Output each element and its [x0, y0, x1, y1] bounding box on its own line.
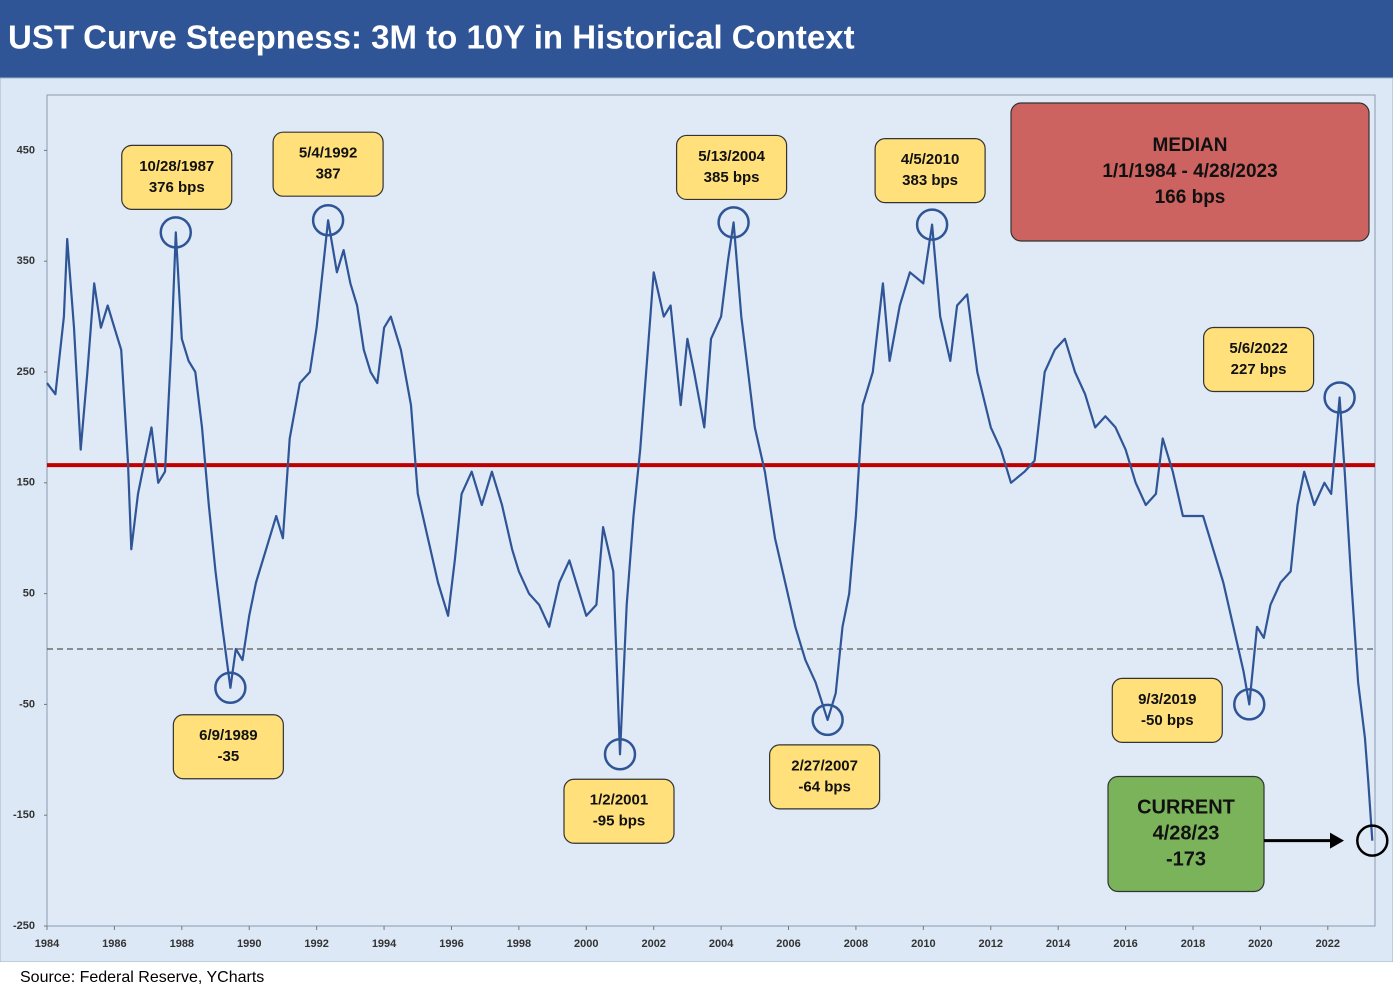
current-box-text: -173: [1166, 848, 1206, 870]
median-box-text: MEDIAN: [1153, 135, 1228, 156]
source: Source: Federal Reserve, YCharts: [20, 969, 264, 986]
annotation-circle: [915, 208, 949, 241]
annotation-box-text: 9/3/2019: [1138, 691, 1196, 708]
current-circle: [1356, 824, 1389, 857]
annotation-circle: [603, 738, 637, 771]
annotation-box: [563, 778, 675, 844]
y-tick-label: -50: [19, 698, 35, 710]
annotation-box-text: -64 bps: [798, 778, 851, 795]
annotation-box-text: 385 bps: [704, 169, 760, 186]
x-tick-label: 2014: [1046, 938, 1071, 950]
annotation-box-text: -35: [218, 748, 240, 765]
annotation-box-text: -95 bps: [593, 813, 646, 830]
y-tick-label: 350: [17, 255, 35, 267]
annotation-box: [121, 144, 233, 210]
footer: [0, 962, 1393, 1000]
current-box-text: CURRENT: [1137, 796, 1235, 818]
annotation-box: [1203, 326, 1315, 393]
x-tick-label: 1996: [439, 938, 463, 950]
x-tick-label: 2002: [641, 938, 665, 950]
current-arrowhead: [1330, 832, 1344, 849]
data-line: [46, 219, 1374, 841]
x-tick-label: 1992: [304, 938, 328, 950]
annotation-circle: [159, 216, 193, 249]
median-box-text: 166 bps: [1155, 187, 1226, 208]
current-box-text: 4/28/23: [1153, 822, 1220, 844]
y-tick-label: 450: [17, 144, 35, 156]
annotation-circle: [214, 671, 247, 705]
annotation-circle: [1233, 688, 1266, 721]
x-tick-label: 2010: [911, 938, 935, 950]
annotation-box-text: 376 bps: [149, 179, 205, 196]
x-tick-label: 1994: [372, 938, 397, 950]
annotation-box: [1111, 677, 1223, 744]
annotation-box: [769, 744, 881, 810]
y-tick-label: -250: [13, 920, 35, 932]
x-tick-label: 1988: [170, 938, 194, 950]
x-tick-label: 2016: [1113, 938, 1137, 950]
annotation-circle: [311, 203, 345, 237]
y-tick-label: 150: [17, 477, 35, 489]
annotation-box-text: 387: [316, 166, 341, 183]
median-box-text: 1/1/1984 - 4/28/2023: [1102, 161, 1277, 182]
annotation-circle: [1323, 381, 1356, 414]
x-tick-label: 2020: [1248, 938, 1272, 950]
x-tick-label: 2000: [574, 938, 598, 950]
annotation-box-text: 6/9/1989: [199, 727, 257, 744]
annotation-circle: [811, 703, 844, 737]
annotation-circle: [717, 206, 750, 239]
x-tick-label: 2006: [776, 938, 800, 950]
x-tick-label: 1986: [102, 938, 126, 950]
title-bar: [0, 0, 1393, 78]
median-box: [1010, 102, 1370, 242]
annotation-box-text: 4/5/2010: [901, 151, 959, 168]
x-tick-label: 2008: [844, 938, 868, 950]
annotation-box-text: 5/4/1992: [299, 145, 357, 162]
annotation-box: [675, 134, 788, 201]
annotation-box-text: 5/6/2022: [1229, 340, 1287, 357]
annotation-box-text: 10/28/1987: [139, 158, 214, 175]
annotation-box-text: 2/27/2007: [791, 757, 858, 774]
x-tick-label: 2012: [979, 938, 1003, 950]
annotation-box: [172, 714, 284, 780]
annotation-box-text: 1/2/2001: [590, 792, 648, 809]
x-tick-label: 2004: [709, 938, 734, 950]
x-tick-label: 2022: [1316, 938, 1340, 950]
y-tick-label: 50: [23, 588, 35, 600]
x-tick-label: 1990: [237, 938, 261, 950]
x-tick-label: 1984: [35, 938, 60, 950]
chart-title: UST Curve Steepness: 3M to 10Y in Histor…: [8, 19, 855, 56]
annotation-box: [874, 138, 986, 204]
y-tick-label: 250: [17, 366, 35, 378]
x-tick-label: 2018: [1181, 938, 1205, 950]
current-box: [1107, 775, 1265, 893]
annotation-box-text: 5/13/2004: [698, 148, 765, 165]
annotation-box-text: 383 bps: [902, 172, 958, 189]
annotation-box: [272, 131, 384, 197]
annotation-box-text: -50 bps: [1141, 712, 1194, 729]
x-tick-label: 1998: [507, 938, 531, 950]
y-tick-label: -150: [13, 809, 35, 821]
annotation-box-text: 227 bps: [1231, 361, 1287, 378]
